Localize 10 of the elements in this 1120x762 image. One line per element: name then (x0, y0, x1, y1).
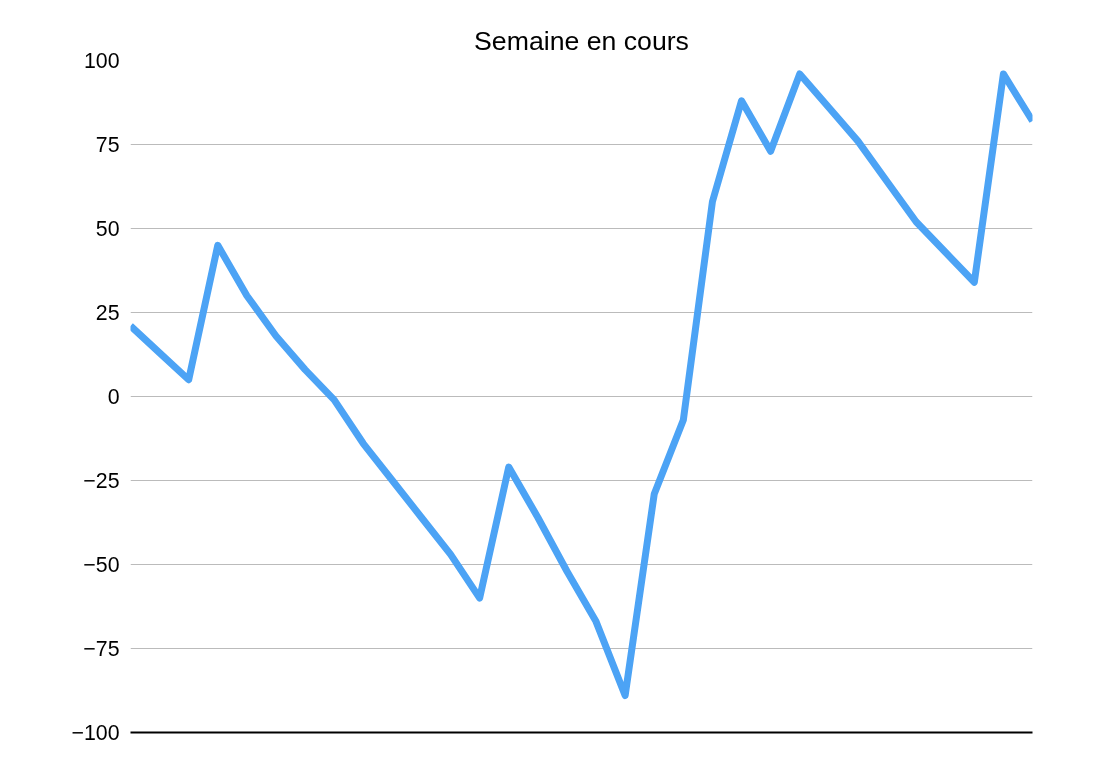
y-tick-label: 50 (95, 217, 120, 241)
y-tick-label: 75 (95, 133, 120, 157)
chart-title: Semaine en cours (474, 25, 689, 56)
y-tick-label: 25 (95, 301, 120, 325)
y-tick-label: −100 (71, 721, 120, 745)
y-tick-label: −25 (83, 469, 120, 493)
y-tick-label: 100 (83, 49, 120, 73)
y-tick-label: −50 (83, 553, 120, 577)
y-tick-label: −75 (83, 637, 120, 661)
y-tick-label: 0 (107, 385, 120, 409)
